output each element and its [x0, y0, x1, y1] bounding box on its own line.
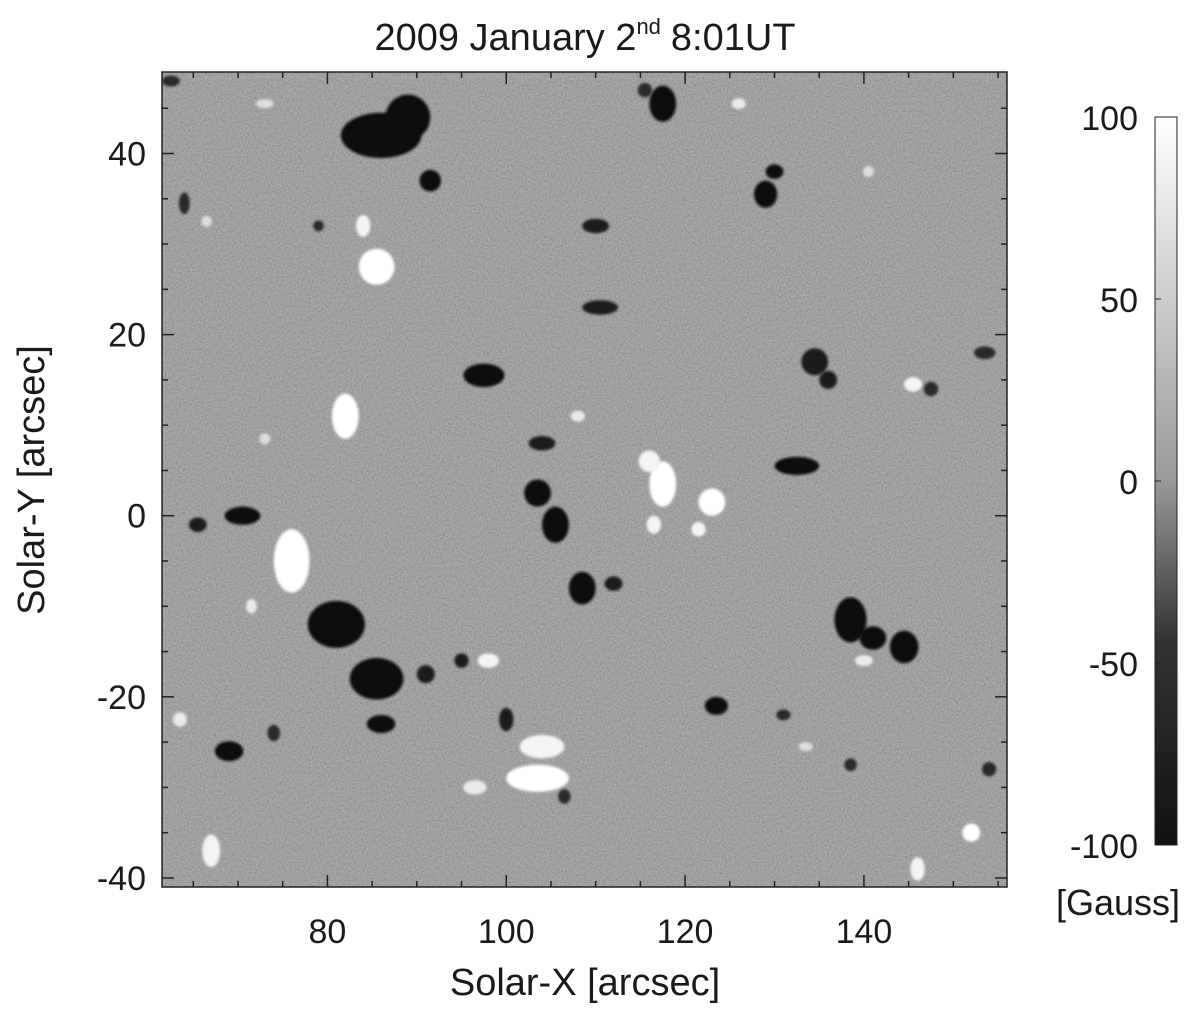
negative-flux-patch — [582, 218, 610, 234]
negative-flux-patch — [819, 370, 838, 389]
negative-flux-patch — [582, 300, 619, 315]
positive-flux-patch — [273, 529, 310, 593]
colorbar-ticks: 100 50 0 -50 -100 — [1070, 100, 1161, 866]
negative-flux-patch — [178, 192, 190, 215]
negative-flux-patch — [889, 630, 919, 664]
negative-flux-patch — [528, 436, 556, 451]
negative-flux-patch — [454, 653, 469, 668]
negative-flux-patch — [542, 506, 569, 543]
negative-flux-patch — [558, 789, 571, 804]
negative-flux-patch — [267, 724, 281, 742]
negative-flux-patch — [224, 506, 261, 525]
negative-flux-patch — [416, 665, 435, 684]
positive-flux-patch — [649, 461, 677, 507]
negative-flux-patch — [524, 479, 551, 507]
negative-flux-patch — [188, 517, 207, 533]
x-tick-label: 120 — [657, 913, 714, 951]
negative-flux-patch — [923, 381, 939, 397]
y-tick-label: 40 — [108, 136, 146, 174]
y-tick-label: -40 — [97, 860, 146, 898]
positive-flux-patch — [506, 764, 569, 792]
negative-flux-patch — [704, 696, 729, 715]
negative-flux-patch — [604, 576, 623, 591]
colorbar-unit: [Gauss] — [1056, 882, 1180, 923]
x-axis-label: Solar-X [arcsec] — [450, 962, 720, 1004]
negative-flux-patch — [859, 626, 887, 650]
positive-flux-patch — [356, 215, 371, 237]
positive-flux-patch — [646, 515, 661, 534]
plot-frame — [161, 71, 1008, 888]
negative-flux-patch — [463, 363, 505, 388]
negative-flux-patch — [419, 169, 441, 192]
positive-flux-patch — [331, 393, 359, 439]
y-axis-ticks: -40 -20 0 20 40 — [97, 107, 1007, 898]
positive-flux-patch — [962, 823, 981, 842]
positive-flux-patch — [172, 712, 188, 727]
negative-flux-patch — [349, 657, 404, 700]
positive-flux-patch — [570, 410, 585, 422]
y-tick-label: 20 — [108, 317, 146, 355]
negative-flux-patch — [765, 164, 784, 179]
y-tick-label: 0 — [127, 498, 146, 536]
negative-flux-patch — [214, 741, 244, 762]
x-tick-label: 100 — [478, 913, 535, 951]
positive-flux-patch — [358, 248, 395, 285]
x-axis-ticks: 80 100 120 140 — [192, 72, 999, 951]
negative-flux-patch — [637, 82, 653, 98]
negative-flux-patch — [844, 758, 857, 772]
title-main: 2009 January 2 — [374, 17, 636, 59]
magnetogram-image — [162, 72, 1007, 887]
negative-flux-patch — [981, 762, 997, 777]
flux-patches — [162, 75, 997, 881]
positive-flux-patch — [255, 99, 274, 109]
negative-flux-patch — [973, 346, 996, 360]
negative-flux-patch — [499, 707, 514, 732]
negative-flux-patch — [753, 180, 778, 208]
positive-flux-patch — [698, 488, 726, 516]
chart-title: 2009 January 2nd 8:01UT — [374, 14, 795, 59]
negative-flux-patch — [366, 714, 396, 734]
negative-flux-patch — [568, 571, 596, 605]
title-superscript: nd — [636, 14, 660, 39]
x-tick-label: 80 — [309, 913, 347, 951]
negative-flux-patch — [313, 220, 324, 232]
positive-flux-patch — [259, 433, 271, 445]
negative-flux-patch — [649, 85, 677, 122]
negative-flux-patch — [774, 456, 820, 475]
negative-flux-patch — [801, 348, 829, 376]
positive-flux-patch — [863, 166, 874, 178]
positive-flux-patch — [731, 98, 746, 110]
title-rest: 8:01UT — [671, 17, 796, 59]
colorbar: 100 50 0 -50 -100 [Gauss] — [1056, 100, 1180, 923]
negative-flux-patch — [307, 600, 365, 648]
colorbar-tick-label: -100 — [1070, 828, 1138, 866]
colorbar-tick-label: 100 — [1081, 100, 1138, 138]
positive-flux-patch — [798, 742, 813, 752]
positive-flux-patch — [638, 450, 661, 473]
y-axis-label: Solar-Y [arcsec] — [11, 345, 53, 615]
positive-flux-patch — [910, 857, 925, 881]
negative-flux-patch — [776, 709, 791, 721]
positive-flux-patch — [246, 599, 257, 614]
positive-flux-patch — [201, 215, 213, 227]
y-tick-label: -20 — [97, 679, 146, 717]
positive-flux-patch — [463, 780, 487, 795]
positive-flux-patch — [477, 653, 500, 668]
colorbar-tick-label: 0 — [1119, 464, 1138, 502]
noise-texture — [162, 72, 1007, 887]
negative-flux-patch — [162, 75, 180, 87]
positive-flux-patch — [904, 377, 923, 392]
positive-flux-patch — [519, 734, 565, 759]
negative-flux-patch — [834, 597, 867, 643]
negative-flux-patch — [385, 94, 431, 140]
positive-flux-patch — [854, 655, 873, 667]
colorbar-tick-label: 50 — [1100, 282, 1138, 320]
colorbar-tick-label: -50 — [1089, 646, 1138, 684]
positive-flux-patch — [202, 834, 221, 868]
positive-flux-patch — [691, 522, 706, 537]
x-tick-label: 140 — [836, 913, 893, 951]
